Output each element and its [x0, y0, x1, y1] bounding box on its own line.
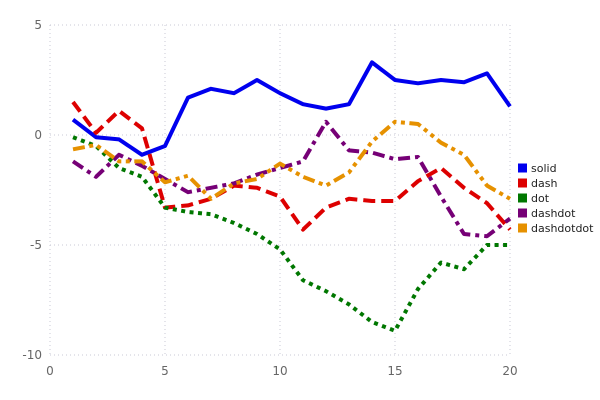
legend-item-dashdot: dashdot	[518, 207, 576, 220]
legend-swatch-icon	[518, 178, 527, 188]
y-tick-label: 0	[34, 128, 42, 142]
legend-label: dashdotdot	[531, 222, 594, 235]
grid	[49, 24, 511, 356]
x-tick-label: 20	[502, 364, 517, 378]
legend-item-dash: dash	[518, 177, 557, 190]
legend-swatch-icon	[518, 163, 527, 173]
x-tick-label: 5	[161, 364, 169, 378]
legend-label: dot	[531, 192, 550, 205]
axis-tick-labels: 5 0 -5 -10 0 5 10 15 20	[22, 18, 517, 378]
legend-item-dashdotdot: dashdotdot	[518, 222, 594, 235]
legend-item-solid: solid	[518, 162, 557, 175]
series-line-dash	[71, 100, 512, 232]
y-tick-label: -5	[30, 238, 42, 252]
legend-label: dashdot	[531, 207, 576, 220]
y-tick-label: -10	[22, 348, 42, 362]
legend-label: dash	[531, 177, 557, 190]
series-lines	[71, 60, 512, 333]
series-line-solid	[71, 60, 512, 157]
legend-item-dot: dot	[518, 192, 550, 205]
series-line-dot	[72, 135, 510, 333]
legend-swatch-icon	[518, 223, 527, 233]
x-tick-label: 15	[387, 364, 402, 378]
y-tick-label: 5	[34, 18, 42, 32]
series-line-dashdotdot	[72, 119, 511, 201]
legend-label: solid	[531, 162, 557, 175]
x-tick-label: 10	[272, 364, 287, 378]
x-tick-label: 0	[46, 364, 54, 378]
legend-swatch-icon	[518, 208, 527, 218]
legend-swatch-icon	[518, 193, 527, 203]
series-line-dashdot	[71, 119, 512, 239]
